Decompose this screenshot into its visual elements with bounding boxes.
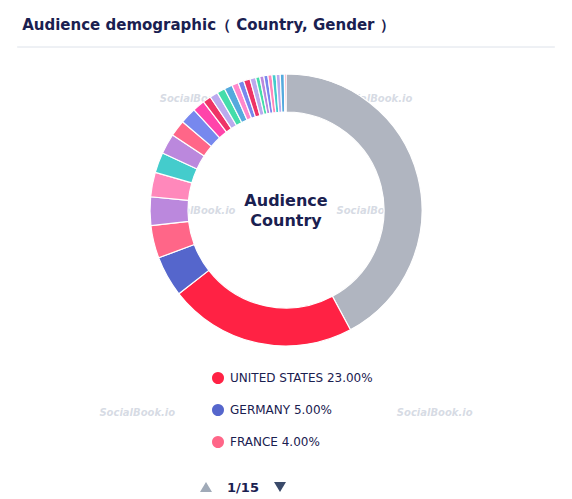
svg-text:UNITED STATES 23.00%: UNITED STATES 23.00% <box>230 371 373 385</box>
svg-text:SocialBook.io: SocialBook.io <box>336 93 413 104</box>
svg-text:Audience demographic（ Country,: Audience demographic（ Country, Gender ） <box>22 16 395 34</box>
svg-text:SocialBook.io: SocialBook.io <box>99 407 175 418</box>
svg-text:Country: Country <box>250 211 322 230</box>
svg-text:FRANCE 4.00%: FRANCE 4.00% <box>230 435 320 449</box>
svg-text:Audience: Audience <box>244 191 327 210</box>
svg-text:SocialBook.io: SocialBook.io <box>159 204 236 216</box>
svg-text:SocialBook.io: SocialBook.io <box>159 93 236 104</box>
svg-text:GERMANY 5.00%: GERMANY 5.00% <box>230 403 332 417</box>
svg-text:SocialBook.io: SocialBook.io <box>397 407 473 418</box>
svg-text:1/15: 1/15 <box>227 480 259 495</box>
svg-text:SocialBook.io: SocialBook.io <box>336 204 413 216</box>
